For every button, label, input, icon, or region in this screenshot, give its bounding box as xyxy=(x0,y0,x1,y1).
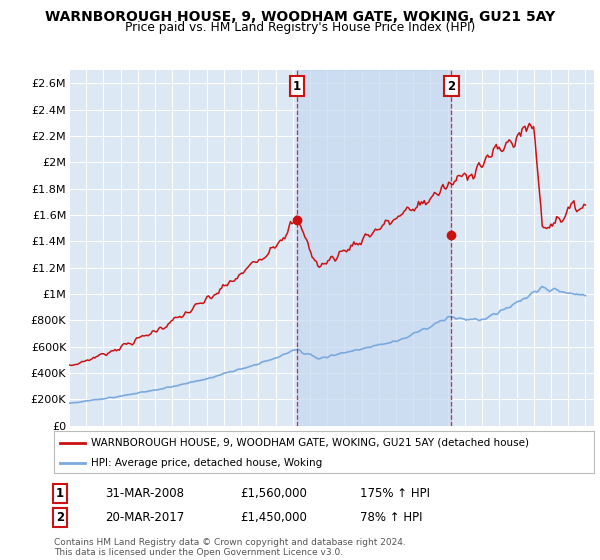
Text: £1,560,000: £1,560,000 xyxy=(240,487,307,501)
Text: 1: 1 xyxy=(293,80,301,92)
Text: 2: 2 xyxy=(56,511,64,524)
Text: 1: 1 xyxy=(56,487,64,501)
Text: 78% ↑ HPI: 78% ↑ HPI xyxy=(360,511,422,524)
Text: WARNBOROUGH HOUSE, 9, WOODHAM GATE, WOKING, GU21 5AY (detached house): WARNBOROUGH HOUSE, 9, WOODHAM GATE, WOKI… xyxy=(91,437,529,447)
Text: 31-MAR-2008: 31-MAR-2008 xyxy=(105,487,184,501)
Text: HPI: Average price, detached house, Woking: HPI: Average price, detached house, Woki… xyxy=(91,458,322,468)
Text: WARNBOROUGH HOUSE, 9, WOODHAM GATE, WOKING, GU21 5AY: WARNBOROUGH HOUSE, 9, WOODHAM GATE, WOKI… xyxy=(45,10,555,24)
Bar xyxy=(297,70,451,426)
Text: 20-MAR-2017: 20-MAR-2017 xyxy=(105,511,184,524)
Text: 2: 2 xyxy=(448,80,455,92)
Text: £1,450,000: £1,450,000 xyxy=(240,511,307,524)
Text: 175% ↑ HPI: 175% ↑ HPI xyxy=(360,487,430,501)
Text: Contains HM Land Registry data © Crown copyright and database right 2024.
This d: Contains HM Land Registry data © Crown c… xyxy=(54,538,406,557)
Text: Price paid vs. HM Land Registry's House Price Index (HPI): Price paid vs. HM Land Registry's House … xyxy=(125,21,475,34)
